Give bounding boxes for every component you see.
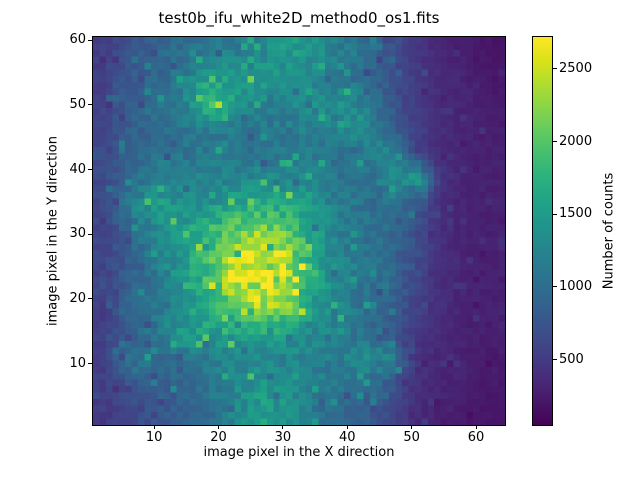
colorbar-label: Number of counts	[601, 172, 617, 290]
y-tick-mark-30	[88, 233, 92, 235]
colorbar-tick-mark-500	[553, 359, 557, 361]
y-tick-mark-10	[88, 363, 92, 365]
colorbar-tick-label-500: 500	[559, 351, 584, 367]
y-axis-label: image pixel in the Y direction	[45, 135, 61, 327]
x-tick-mark-60	[475, 425, 477, 429]
x-tick-label-30: 30	[274, 430, 292, 445]
colorbar-tick-label-2000: 2000	[559, 133, 593, 149]
colorbar	[532, 36, 553, 426]
x-tick-mark-30	[282, 425, 284, 429]
x-tick-mark-40	[346, 425, 348, 429]
x-axis-label: image pixel in the X direction	[203, 445, 395, 460]
y-tick-label-10: 10	[69, 355, 86, 371]
y-tick-label-60: 60	[69, 32, 86, 48]
y-tick-mark-60	[88, 39, 92, 41]
colorbar-tick-label-1000: 1000	[559, 278, 593, 294]
colorbar-tick-label-1500: 1500	[559, 206, 593, 222]
y-tick-mark-40	[88, 169, 92, 171]
y-tick-label-50: 50	[69, 96, 86, 112]
colorbar-tick-label-2500: 2500	[559, 60, 593, 76]
x-tick-label-20: 20	[210, 430, 227, 445]
colorbar-tick-mark-2500	[553, 68, 557, 70]
x-tick-label-40: 40	[339, 430, 356, 445]
y-tick-mark-50	[88, 104, 92, 106]
x-tick-label-50: 50	[403, 430, 420, 445]
heatmap-canvas	[93, 37, 505, 425]
colorbar-tick-mark-1000	[553, 286, 557, 288]
y-tick-label-20: 20	[69, 290, 86, 306]
colorbar-tick-mark-2000	[553, 141, 557, 143]
heatmap-plot-area	[92, 36, 506, 426]
x-tick-mark-20	[218, 425, 220, 429]
x-tick-label-10: 10	[145, 430, 163, 445]
colorbar-tick-mark-1500	[553, 213, 557, 215]
y-tick-label-40: 40	[69, 161, 86, 177]
x-tick-label-60: 60	[467, 430, 485, 445]
x-tick-mark-50	[411, 425, 413, 429]
x-tick-mark-10	[153, 425, 155, 429]
colorbar-gradient	[533, 37, 552, 425]
y-tick-label-30: 30	[69, 226, 86, 242]
y-tick-mark-20	[88, 298, 92, 300]
plot-title: test0b_ifu_white2D_method0_os1.fits	[158, 9, 440, 27]
